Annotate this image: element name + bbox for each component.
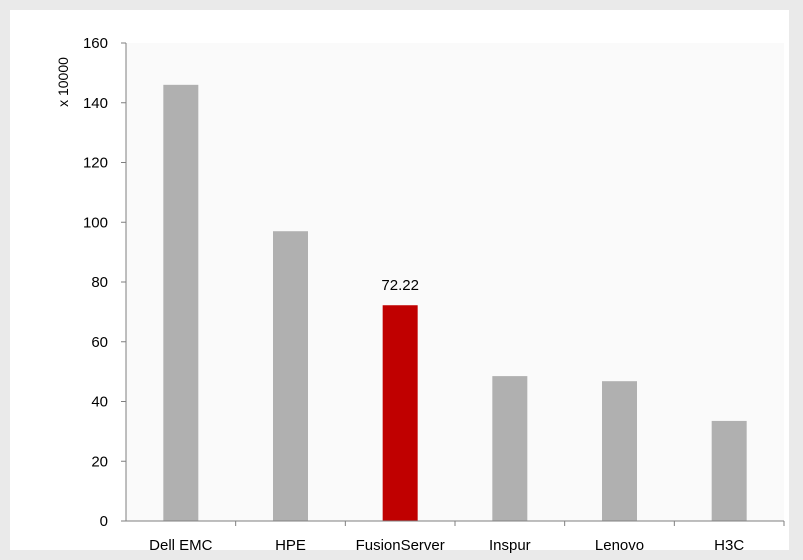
- y-tick-label: 20: [91, 453, 108, 470]
- x-axis-labels: Dell EMC HPE FusionServer Inspur Lenovo H3C: [149, 521, 785, 554]
- y-tick-label: 80: [91, 274, 108, 291]
- bar-group: [163, 84, 747, 521]
- x-tick-label: H3C: [714, 537, 744, 554]
- plot-area: [126, 43, 784, 521]
- data-label: 72.22: [381, 277, 419, 294]
- bar-fusionserver: [382, 305, 418, 521]
- bar-inspur: [492, 376, 528, 521]
- y-tick-label: 140: [83, 95, 108, 112]
- y-tick-label: 40: [91, 394, 108, 411]
- bar-dell-emc: [163, 84, 199, 521]
- x-tick-label: HPE: [275, 537, 306, 554]
- y-axis-ticks: 0 20 40 60 80 100 120 140 160: [83, 35, 126, 530]
- x-tick-label: Dell EMC: [149, 537, 213, 554]
- y-tick-label: 100: [83, 214, 108, 231]
- x-tick-label: Inspur: [489, 537, 531, 554]
- data-labels: 72.22: [381, 277, 419, 294]
- y-tick-label: 60: [91, 334, 108, 351]
- y-tick-label: 0: [100, 513, 108, 530]
- bar-h3c: [711, 420, 747, 521]
- y-tick-label: 160: [83, 35, 108, 52]
- bar-lenovo: [602, 381, 637, 521]
- x-tick-label: Lenovo: [595, 537, 644, 554]
- x-tick-label: FusionServer: [356, 537, 445, 554]
- bar-hpe: [273, 231, 308, 521]
- y-tick-label: 120: [83, 155, 108, 172]
- y-axis-title: x 10000: [55, 57, 71, 107]
